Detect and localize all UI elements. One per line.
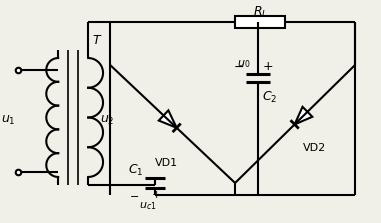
Text: $C_1$: $C_1$ (128, 162, 143, 178)
Text: $R_L$: $R_L$ (253, 4, 267, 20)
Text: $u_0$: $u_0$ (237, 58, 250, 70)
Text: $C_2$: $C_2$ (262, 90, 277, 105)
FancyBboxPatch shape (235, 16, 285, 28)
Text: $+$: $+$ (151, 189, 161, 200)
Text: VD2: VD2 (303, 143, 326, 153)
Text: $-$: $-$ (129, 190, 139, 200)
Polygon shape (159, 110, 177, 128)
Text: $-$: $-$ (232, 60, 243, 73)
Text: $+$: $+$ (263, 60, 274, 73)
Polygon shape (295, 107, 312, 124)
Text: $u_1$: $u_1$ (1, 114, 16, 126)
Text: VD1: VD1 (155, 158, 178, 168)
Text: $u_2$: $u_2$ (100, 114, 115, 126)
Text: T: T (92, 33, 100, 47)
Text: $u_{c1}$: $u_{c1}$ (139, 200, 157, 212)
